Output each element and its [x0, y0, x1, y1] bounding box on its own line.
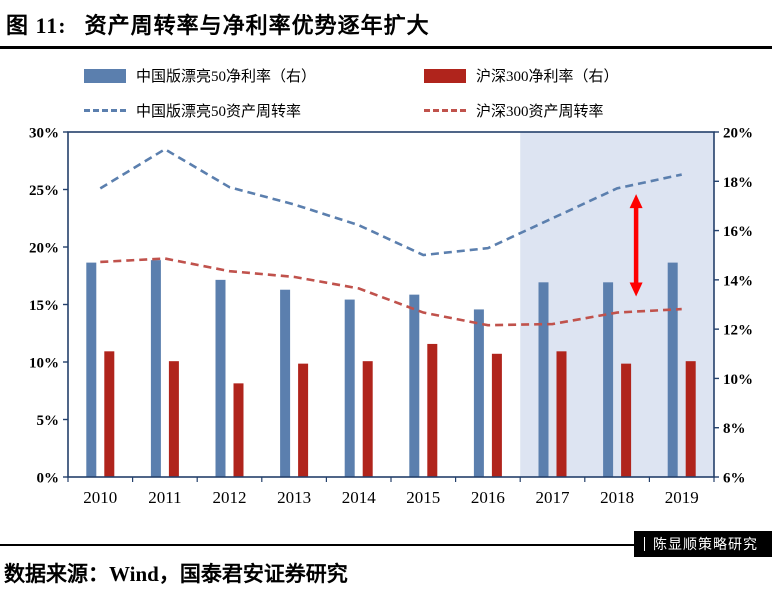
highlight-region	[520, 132, 714, 477]
red-dashed-line-swatch-icon	[424, 109, 466, 112]
bar	[86, 262, 97, 477]
left-axis-tick-label: 0%	[37, 471, 60, 487]
x-axis-label: 2013	[277, 488, 311, 507]
legend-item-nifty50-margin: 中国版漂亮50净利率（右）	[84, 65, 424, 86]
right-axis-tick-label: 14%	[723, 273, 753, 289]
badge-bar-icon	[644, 537, 645, 551]
right-axis-tick-label: 12%	[723, 323, 753, 339]
footer: 陈显顺策略研究 数据来源：Wind，国泰君安证券研究	[0, 531, 772, 594]
bar	[538, 282, 549, 477]
figure-title: 资产周转率与净利率优势逐年扩大	[84, 13, 430, 38]
x-axis-label: 2012	[213, 488, 247, 507]
bar	[667, 262, 678, 477]
legend-label: 中国版漂亮50净利率（右）	[136, 69, 317, 85]
legend-item-nifty50-turnover: 中国版漂亮50资产周转率	[84, 100, 424, 121]
right-axis-tick-label: 18%	[723, 175, 753, 191]
bar	[427, 343, 438, 477]
chart-legend: 中国版漂亮50净利率（右） 沪深300净利率（右） 中国版漂亮50资产周转率 沪…	[84, 65, 772, 121]
left-axis-tick-label: 20%	[29, 241, 59, 257]
right-axis-tick-label: 6%	[723, 471, 746, 487]
bar	[491, 353, 502, 477]
legend-item-csi300-margin: 沪深300净利率（右）	[424, 65, 724, 86]
legend-label: 中国版漂亮50资产周转率	[136, 104, 302, 120]
line-series	[100, 257, 682, 327]
x-axis-label: 2018	[600, 488, 634, 507]
left-axis-tick-label: 5%	[37, 413, 60, 429]
x-axis-label: 2011	[148, 488, 181, 507]
x-axis-label: 2010	[83, 488, 117, 507]
figure-title-block: 图 11: 资产周转率与净利率优势逐年扩大	[0, 0, 772, 49]
left-axis-tick-label: 30%	[29, 127, 59, 142]
badge-text: 陈显顺策略研究	[653, 536, 758, 552]
left-axis-tick-label: 15%	[29, 298, 59, 314]
bar	[344, 299, 355, 477]
right-axis-tick-label: 8%	[723, 421, 746, 437]
blue-bar-swatch-icon	[84, 68, 126, 83]
right-axis-tick-label: 16%	[723, 224, 753, 240]
wechat-badge: 陈显顺策略研究	[634, 531, 772, 557]
bar	[233, 383, 244, 477]
bar	[685, 361, 696, 477]
bar	[215, 279, 226, 477]
x-axis-label: 2019	[665, 488, 699, 507]
x-axis-label: 2014	[342, 488, 377, 507]
footer-divider	[0, 544, 772, 546]
bar	[104, 351, 115, 477]
red-bar-swatch-icon	[424, 68, 466, 83]
figure-number: 图 11:	[6, 13, 67, 38]
legend-label: 沪深300净利率（右）	[476, 69, 619, 85]
bar	[168, 361, 179, 477]
gap-arrow-head-bottom	[629, 282, 643, 297]
x-axis-label: 2016	[471, 488, 505, 507]
bar	[409, 294, 420, 477]
x-axis-label: 2015	[406, 488, 440, 507]
bar	[603, 282, 614, 477]
bar	[150, 260, 161, 477]
bar	[621, 363, 632, 477]
legend-label: 沪深300资产周转率	[476, 104, 604, 120]
left-axis-tick-label: 10%	[29, 356, 59, 372]
legend-item-csi300-turnover: 沪深300资产周转率	[424, 100, 724, 121]
left-axis-tick-label: 25%	[29, 183, 59, 199]
combo-chart: 0% 5% 10% 15% 20% 25% 30% 6% 8% 10% 12% 14% 16% 18% 20…	[29, 127, 753, 507]
right-axis-tick-label: 10%	[723, 372, 753, 388]
x-axis-label: 2017	[536, 488, 571, 507]
blue-dashed-line-swatch-icon	[84, 109, 126, 112]
bar	[280, 289, 291, 477]
bar	[362, 361, 373, 477]
right-axis-tick-label: 20%	[723, 127, 753, 142]
bar	[473, 309, 484, 477]
bar	[298, 363, 309, 477]
data-source-text: 数据来源：Wind，国泰君安证券研究	[4, 562, 348, 586]
gap-arrow-head-top	[629, 194, 643, 209]
bar	[556, 351, 567, 477]
